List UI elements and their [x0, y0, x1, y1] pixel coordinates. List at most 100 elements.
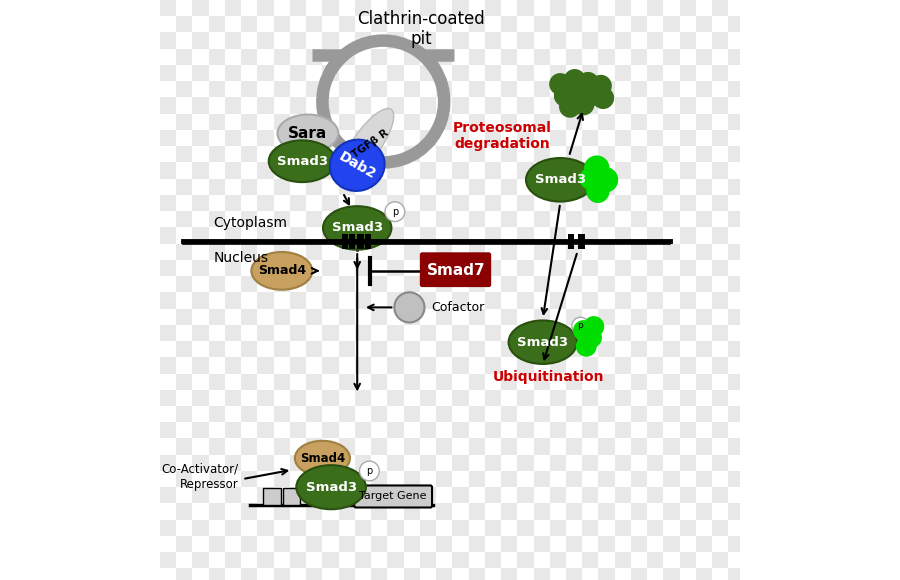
Bar: [469, 146, 485, 162]
Bar: [615, 162, 631, 179]
Bar: [371, 49, 387, 65]
Bar: [598, 276, 615, 292]
Bar: [290, 422, 306, 438]
Bar: [290, 487, 306, 503]
Bar: [647, 260, 663, 276]
Bar: [534, 374, 550, 390]
Bar: [534, 568, 550, 580]
Bar: [306, 341, 322, 357]
Bar: [680, 260, 696, 276]
Circle shape: [577, 72, 599, 94]
Bar: [712, 227, 728, 244]
Bar: [403, 179, 419, 195]
Bar: [338, 16, 355, 32]
Bar: [338, 503, 355, 520]
Bar: [160, 520, 176, 536]
Bar: [257, 292, 274, 309]
Bar: [160, 390, 176, 406]
Bar: [419, 227, 436, 244]
Bar: [582, 552, 599, 568]
Bar: [355, 130, 371, 146]
Bar: [257, 65, 274, 81]
Bar: [485, 260, 501, 276]
Bar: [176, 438, 193, 455]
Bar: [453, 260, 469, 276]
Bar: [371, 244, 387, 260]
Bar: [647, 422, 663, 438]
Bar: [193, 357, 209, 374]
Bar: [436, 471, 453, 487]
Bar: [469, 276, 485, 292]
Bar: [518, 260, 534, 276]
Bar: [550, 357, 566, 374]
Bar: [631, 16, 647, 32]
Bar: [680, 422, 696, 438]
Bar: [387, 227, 403, 244]
Bar: [371, 568, 387, 580]
Bar: [469, 438, 485, 455]
Bar: [290, 455, 306, 471]
Bar: [501, 309, 518, 325]
Bar: [241, 179, 257, 195]
Bar: [225, 130, 241, 146]
Bar: [419, 552, 436, 568]
Bar: [712, 552, 728, 568]
Bar: [274, 179, 290, 195]
Bar: [615, 487, 631, 503]
Circle shape: [592, 87, 614, 109]
Bar: [631, 114, 647, 130]
Bar: [469, 341, 485, 357]
Bar: [647, 325, 663, 341]
Bar: [403, 503, 419, 520]
Bar: [176, 374, 193, 390]
Bar: [518, 97, 534, 114]
Bar: [582, 162, 599, 179]
Bar: [387, 552, 403, 568]
Bar: [712, 260, 728, 276]
Bar: [403, 49, 419, 65]
Bar: [631, 341, 647, 357]
FancyBboxPatch shape: [419, 252, 491, 287]
Bar: [209, 568, 225, 580]
Ellipse shape: [269, 140, 336, 182]
Bar: [322, 130, 338, 146]
Bar: [501, 438, 518, 455]
Bar: [518, 227, 534, 244]
Bar: [338, 471, 355, 487]
Bar: [615, 455, 631, 471]
Bar: [387, 0, 403, 16]
Bar: [403, 406, 419, 422]
Bar: [403, 438, 419, 455]
Bar: [355, 487, 371, 503]
Bar: [696, 438, 712, 455]
Bar: [696, 406, 712, 422]
Bar: [647, 292, 663, 309]
Bar: [176, 179, 193, 195]
Bar: [160, 65, 176, 81]
Bar: [631, 276, 647, 292]
Bar: [419, 32, 436, 49]
Bar: [485, 227, 501, 244]
Bar: [322, 195, 338, 211]
Bar: [290, 65, 306, 81]
Bar: [453, 520, 469, 536]
Circle shape: [572, 317, 590, 335]
Bar: [274, 211, 290, 227]
Bar: [338, 406, 355, 422]
Bar: [485, 487, 501, 503]
Bar: [274, 374, 290, 390]
Bar: [712, 0, 728, 16]
Bar: [663, 568, 680, 580]
Bar: [290, 325, 306, 341]
Bar: [257, 487, 274, 503]
Bar: [696, 179, 712, 195]
Bar: [453, 130, 469, 146]
Bar: [696, 146, 712, 162]
Bar: [209, 341, 225, 357]
Bar: [306, 406, 322, 422]
Bar: [663, 211, 680, 227]
Bar: [387, 97, 403, 114]
Bar: [598, 438, 615, 455]
Bar: [193, 195, 209, 211]
Bar: [680, 520, 696, 536]
